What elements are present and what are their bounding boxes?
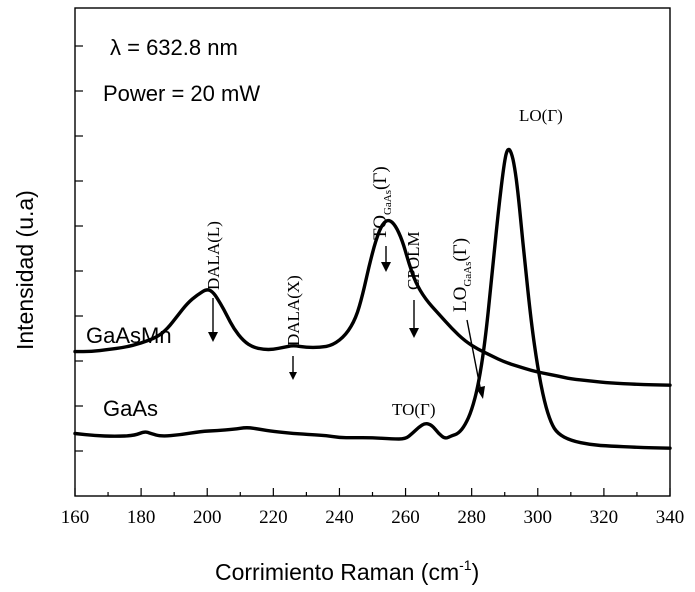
x-axis-title: Corrimiento Raman (cm-1) [215,557,479,585]
x-tick-label-160: 160 [61,507,90,528]
annotation-dala-x-label: DALA(X) [284,275,303,346]
series-label-gaasmn: GaAsMn [86,323,172,348]
x-axis-ticks [74,488,671,496]
annotation-cpolm-label: CPOLM [404,231,423,290]
series-line-gaas [73,147,672,450]
x-tick-label-320: 320 [590,507,619,528]
x-tick-label-300: 300 [524,507,553,528]
x-tick-label-340: 340 [656,507,685,528]
inset-wavelength: λ = 632.8 nm [110,35,238,60]
x-tick-label-280: 280 [457,507,486,528]
x-tick-label-220: 220 [259,507,288,528]
annotation-dala-x: DALA(X) [284,275,303,380]
annotation-dala-l: DALA(L) [204,221,223,342]
y-axis-title: Intensidad (u.a) [12,190,38,350]
annotation-to-gaas: TOGaAs(Γ) [370,166,394,272]
x-tick-label-200: 200 [193,507,222,528]
annotation-lo-gaas-label: LOGaAs(Γ) [450,238,474,312]
series-line-gaasmn [73,218,672,387]
x-axis-tick-labels: 160 180 200 220 240 260 280 300 320 340 [61,507,685,528]
annotation-dala-l-label: DALA(L) [204,221,223,290]
annotation-lo-gaas: LOGaAs(Γ) [450,238,485,399]
inset-power: Power = 20 mW [103,81,260,106]
annotation-cpolm: CPOLM [404,231,423,338]
annotation-to-gaas-label: TOGaAs(Γ) [370,166,394,240]
annotation-to-gamma: TO(Γ) [392,400,436,419]
x-tick-label-180: 180 [127,507,156,528]
x-tick-label-240: 240 [325,507,354,528]
x-tick-label-260: 260 [391,507,420,528]
series-label-gaas: GaAs [103,396,158,421]
annotation-lo-gamma: LO(Γ) [519,106,563,125]
y-axis-ticks [75,45,83,452]
